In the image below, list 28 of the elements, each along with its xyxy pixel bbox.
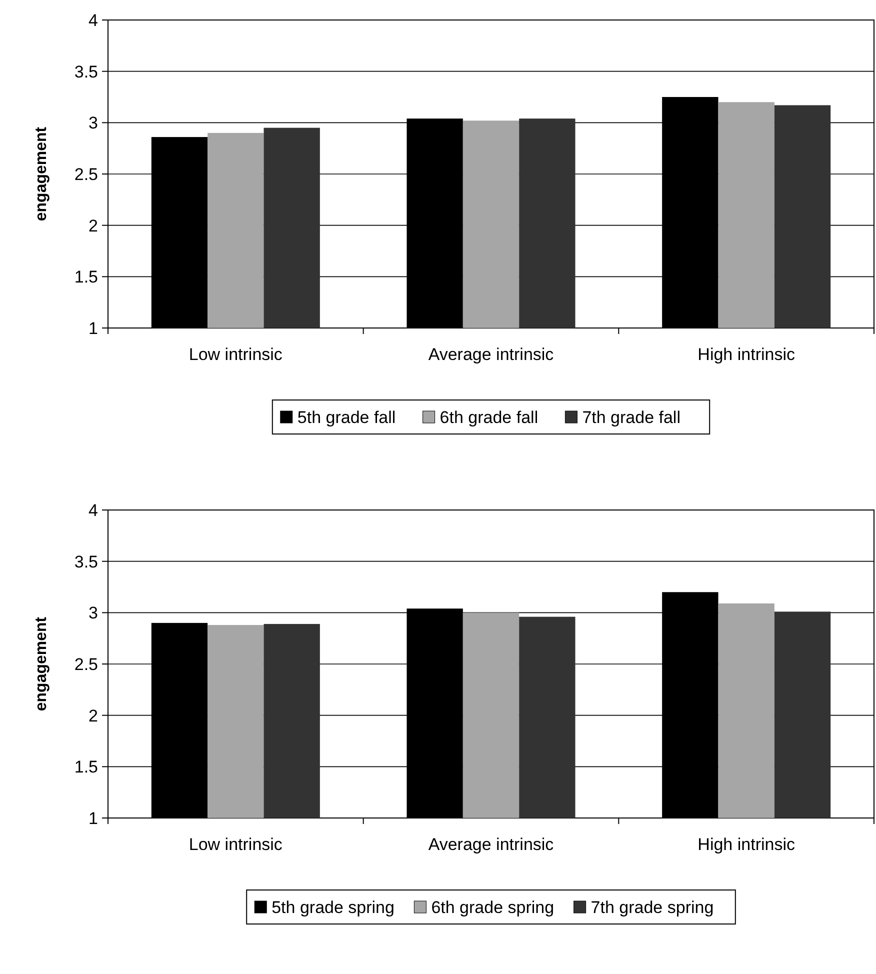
legend-label: 5th grade fall [297, 408, 396, 427]
x-tick-label: Low intrinsic [188, 835, 283, 854]
legend-label: 5th grade spring [272, 898, 394, 917]
y-tick-label: 3.5 [74, 62, 98, 82]
x-tick-label: High intrinsic [698, 835, 796, 854]
x-tick-label: Average intrinsic [428, 345, 554, 364]
y-tick-label: 3.5 [74, 552, 98, 572]
legend-label: 6th grade fall [440, 408, 538, 427]
y-axis-title: engagement [33, 126, 50, 222]
y-tick-label: 1 [88, 318, 98, 338]
x-tick-label: High intrinsic [698, 345, 796, 364]
legend-label: 6th grade spring [431, 898, 554, 917]
y-tick-label: 2 [88, 216, 98, 236]
y-tick-label: 2.5 [74, 654, 98, 674]
x-tick-label: Average intrinsic [428, 835, 554, 854]
y-tick-label: 3 [88, 114, 98, 133]
y-tick-label: 4 [88, 500, 98, 520]
y-tick-label: 4 [88, 10, 98, 30]
y-tick-label: 1 [88, 808, 98, 828]
y-axis-title: engagement [33, 616, 50, 712]
y-tick-label: 2 [88, 706, 98, 726]
y-tick-label: 3 [88, 604, 98, 623]
y-tick-label: 1.5 [74, 758, 98, 777]
legend-label: 7th grade fall [582, 408, 680, 427]
y-tick-label: 1.5 [74, 268, 98, 287]
legend-label: 7th grade spring [590, 898, 714, 917]
x-tick-label: Low intrinsic [188, 345, 283, 364]
y-tick-label: 2.5 [74, 164, 98, 184]
